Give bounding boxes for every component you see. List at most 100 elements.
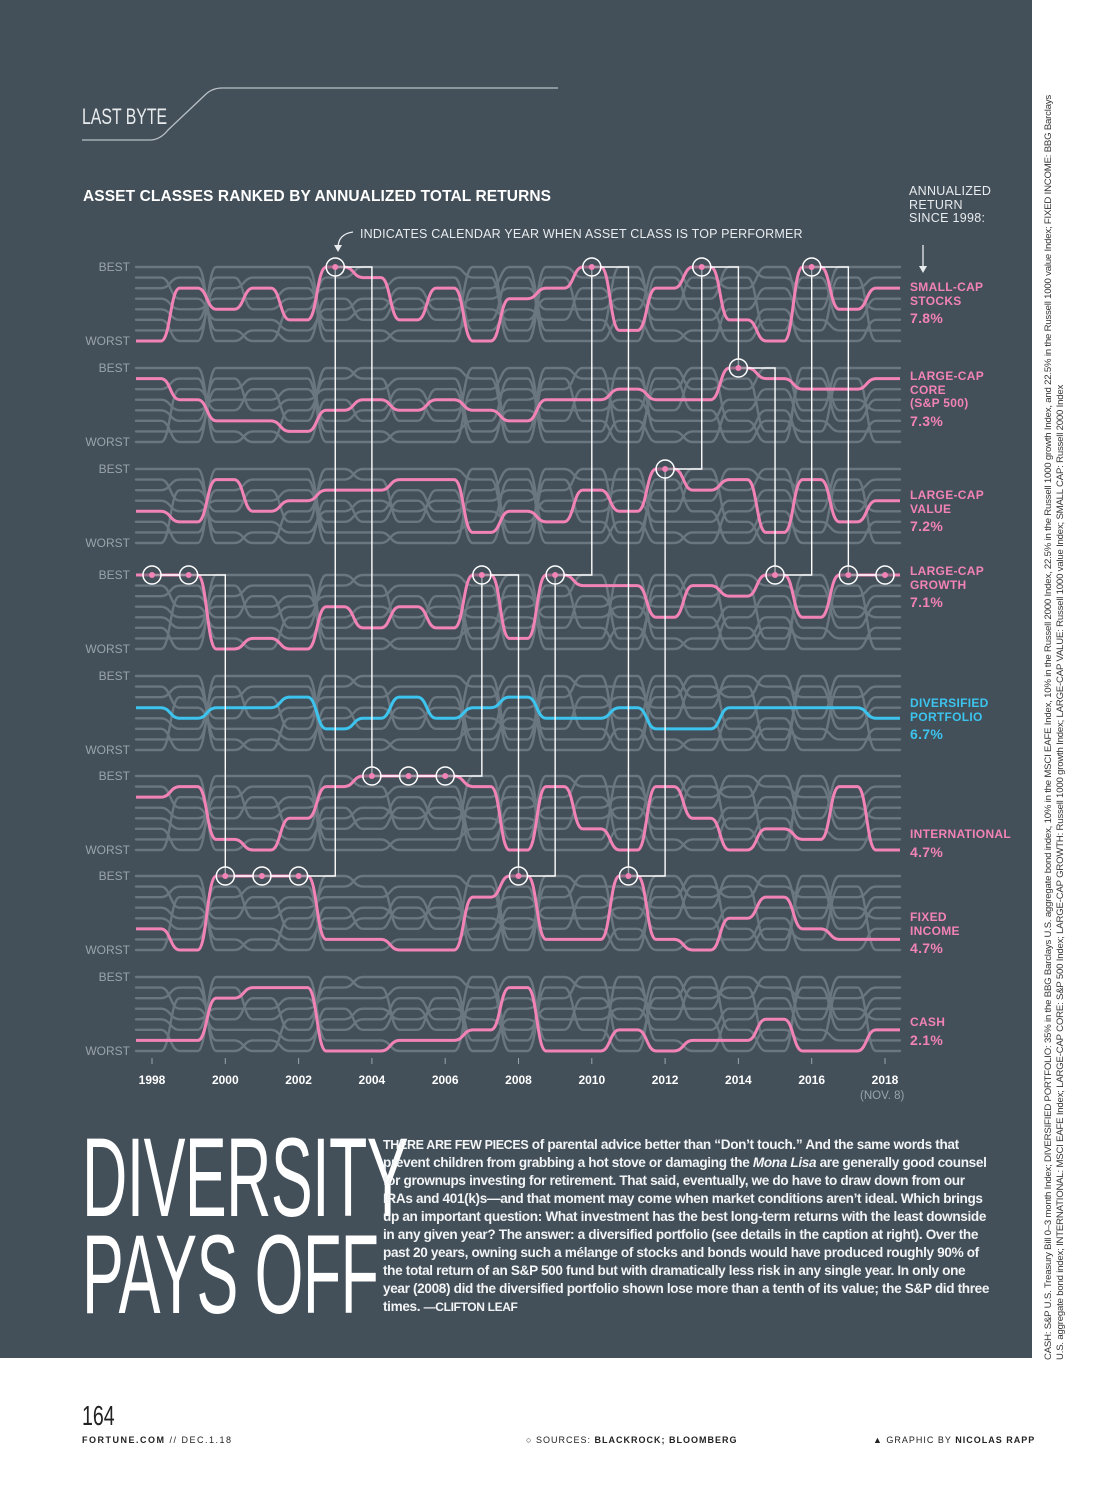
- series-line-2: [136, 467, 900, 534]
- article-body: THERE ARE FEW PIECES of parental advice …: [383, 1136, 995, 1316]
- series-label: CASH 2.1%: [910, 1015, 945, 1047]
- infographic-panel: [0, 0, 1032, 1358]
- best-label: BEST: [98, 568, 130, 582]
- background-rank-line: [134, 467, 902, 545]
- background-rank-line: [134, 366, 902, 433]
- series-line-3: [136, 573, 900, 651]
- return-arrow-icon: [919, 245, 927, 273]
- best-label: BEST: [98, 769, 130, 783]
- leader-connector: [335, 266, 373, 776]
- last-year-note: (NOV. 8): [860, 1090, 905, 1102]
- top-performer-dot: [222, 873, 229, 879]
- sources-label: SOURCES:: [535, 1435, 595, 1445]
- series-label: SMALL-CAP STOCKS 7.8%: [910, 280, 984, 326]
- leader-connector: [701, 266, 740, 368]
- year-label: 1998: [138, 1073, 166, 1087]
- leader-connector: [298, 267, 336, 877]
- background-rank-line: [134, 874, 902, 952]
- series-label: LARGE-CAP VALUE 7.2%: [910, 488, 984, 534]
- sources-value: BLACKROCK; BLOOMBERG: [594, 1435, 738, 1445]
- series-line-0: [136, 265, 900, 343]
- series-label: LARGE-CAP CORE (S&P 500) 7.3%: [910, 369, 984, 429]
- return-header: ANNUALIZED RETURN SINCE 1998:: [909, 184, 992, 225]
- leader-connector: [481, 574, 520, 876]
- leader-connector: [775, 267, 813, 576]
- source-circle-icon: ○: [526, 1435, 536, 1445]
- top-performer-annotation: INDICATES CALENDAR YEAR WHEN ASSET CLASS…: [360, 227, 803, 241]
- background-rank-line: [134, 795, 902, 831]
- background-rank-line: [134, 975, 902, 1042]
- background-rank-line: [134, 467, 902, 545]
- background-rank-line: [134, 774, 902, 841]
- worst-label: WORST: [85, 642, 130, 656]
- background-rank-line: [134, 874, 902, 941]
- worst-label: WORST: [85, 435, 130, 449]
- section-rule: [82, 87, 558, 141]
- article-text-1: of parental advice better than “Don’t to…: [383, 1137, 959, 1170]
- best-label: BEST: [98, 260, 130, 274]
- series-line-5: [136, 774, 900, 852]
- top-performer-dot: [478, 572, 485, 578]
- series-label: LARGE-CAP GROWTH 7.1%: [910, 564, 985, 610]
- background-rank-line: [134, 774, 902, 852]
- series-line-1: [136, 366, 900, 433]
- leader-connector: [811, 266, 850, 575]
- series-name: LARGE-CAP GROWTH: [910, 564, 985, 592]
- background-rank-line: [134, 874, 902, 941]
- top-performer-dot: [442, 773, 449, 779]
- series-return: 6.7%: [910, 726, 944, 742]
- background-rank-line: [134, 366, 902, 444]
- footer-site-name: FORTUNE.COM: [82, 1435, 166, 1445]
- page-number: 164: [82, 1400, 115, 1431]
- background-rank-line: [134, 975, 902, 1053]
- background-rank-line: [134, 774, 902, 841]
- background-rank-line: [134, 674, 902, 741]
- background-rank-line: [134, 996, 902, 1032]
- top-performer-dot: [552, 572, 559, 578]
- background-rank-line: [134, 774, 902, 852]
- series-label: DIVERSIFIED PORTFOLIO 6.7%: [910, 696, 989, 742]
- footer-credit: ▲ GRAPHIC BY NICOLAS RAPP: [873, 1435, 1035, 1445]
- headline-line-1: DIVERSITY: [82, 1115, 409, 1240]
- background-rank-line: [134, 265, 902, 343]
- background-rank-line: [134, 975, 902, 1053]
- background-rank-line: [134, 975, 902, 1053]
- worst-label: WORST: [85, 843, 130, 857]
- year-label: 2006: [431, 1073, 459, 1087]
- series-name: DIVERSIFIED PORTFOLIO: [910, 696, 989, 724]
- chart-title: ASSET CLASSES RANKED BY ANNUALIZED TOTAL…: [83, 188, 552, 205]
- worst-label: WORST: [85, 334, 130, 348]
- series-return: 7.3%: [910, 412, 944, 429]
- background-rank-line: [134, 467, 902, 545]
- series-line-4: [136, 695, 900, 731]
- year-label: 2008: [505, 1073, 532, 1087]
- top-performer-dot: [258, 873, 265, 879]
- background-rank-line: [134, 573, 902, 651]
- series-name: SMALL-CAP STOCKS: [910, 280, 984, 308]
- best-label: BEST: [98, 970, 130, 984]
- background-rank-line: [134, 975, 902, 1053]
- top-performer-dot: [332, 264, 339, 270]
- background-rank-line: [134, 674, 902, 741]
- leader-connector: [628, 469, 666, 877]
- top-performer-dot: [295, 873, 302, 879]
- best-label: BEST: [98, 869, 130, 883]
- leader-connector: [555, 267, 593, 576]
- year-label: 2014: [725, 1073, 752, 1087]
- top-performer-dot: [515, 873, 522, 879]
- background-rank-line: [134, 366, 902, 444]
- background-rank-line: [134, 573, 902, 640]
- year-label: 2004: [358, 1073, 386, 1087]
- leader-connector: [445, 575, 483, 777]
- background-rank-line: [134, 377, 902, 444]
- background-rank-line: [134, 265, 902, 332]
- footer-site: FORTUNE.COM // DEC.1.18: [82, 1435, 233, 1445]
- methodology-caption: CASH: S&P U.S. Treasury Bill 0–3 month I…: [1043, 94, 1066, 1360]
- series-name: FIXED INCOME: [910, 910, 960, 938]
- background-rank-line: [134, 584, 902, 651]
- series-return: 4.7%: [910, 843, 944, 860]
- top-performer-dot: [185, 572, 192, 578]
- leader-connector: [665, 267, 703, 470]
- series-name: INTERNATIONAL: [910, 827, 1012, 841]
- top-performer-dot: [698, 264, 705, 270]
